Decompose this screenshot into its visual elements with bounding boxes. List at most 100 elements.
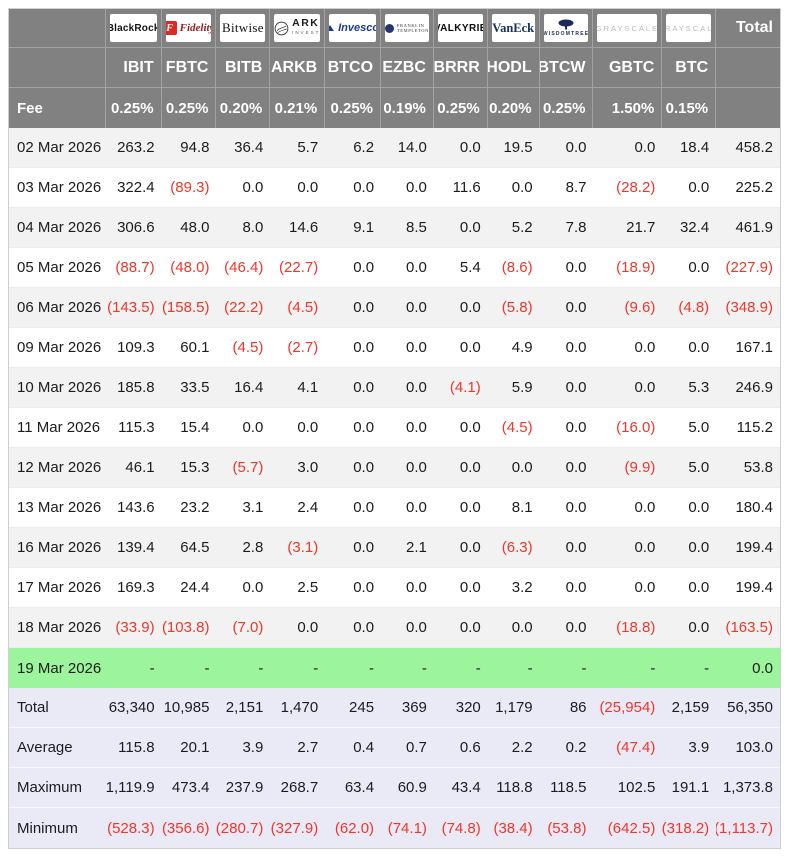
value-cell: 0.0 xyxy=(353,539,375,556)
value-cell: 5.3 xyxy=(688,379,710,396)
franklin-bust-icon xyxy=(385,23,394,33)
summary-row-total: Total 63,340 10,985 2,151 1,470 245 369 320 1,17… xyxy=(9,688,780,728)
value-cell: (158.5) xyxy=(161,299,210,316)
summary-value-cell: 1,373.8 xyxy=(722,779,773,796)
value-cell: 461.9 xyxy=(735,219,773,236)
value-cell: 8.0 xyxy=(242,219,264,236)
value-cell: - xyxy=(704,659,710,677)
summary-value-cell: 43.4 xyxy=(451,779,481,796)
corner-cell xyxy=(9,9,106,48)
value-cell: 9.1 xyxy=(353,219,375,236)
ticker-cell-fbtc: FBTC xyxy=(161,48,217,88)
value-cell: 0.0 xyxy=(752,659,773,677)
ticker-corner-cell xyxy=(9,48,106,88)
issuer-cell-arkb: ARK INVEST xyxy=(270,9,326,48)
ticker-cell-btc: BTC xyxy=(662,48,717,88)
value-cell: 5.4 xyxy=(459,259,481,276)
issuer-cell-brrr: VALKYRIE xyxy=(433,9,488,48)
value-cell: 5.0 xyxy=(688,419,710,436)
value-cell: (143.5) xyxy=(107,299,155,316)
value-cell: 322.4 xyxy=(117,179,155,196)
ticker-header-row: IBIT FBTC BITB ARKB BTCO EZBC BRRR HODL BTCW GBTC… xyxy=(9,48,780,88)
issuer-cell-ezbc: FRANKLIN TEMPLETON xyxy=(381,9,434,48)
date-row-16-mar-2026: 16 Mar 2026 139.4 64.5 2.8 (3.1) 0.0 2.1 0.0 (6.… xyxy=(9,528,780,568)
fee-header-row: Fee 0.25% 0.25% 0.20% 0.21% 0.25% 0.19% 0.25% 0.… xyxy=(9,88,780,128)
value-cell: 2.1 xyxy=(406,539,427,556)
value-cell: 23.2 xyxy=(180,499,210,516)
ticker-cell-ibit: IBIT xyxy=(105,48,162,88)
value-cell: - xyxy=(527,659,533,677)
value-cell: 0.0 xyxy=(459,619,481,636)
summary-value-cell: 103.0 xyxy=(735,739,773,756)
value-cell: (5.8) xyxy=(501,299,533,316)
invesco-triangle-icon xyxy=(329,25,335,31)
summary-value-cell: 2,159 xyxy=(671,699,710,716)
value-cell: 0.0 xyxy=(459,499,481,516)
value-cell: 225.2 xyxy=(735,179,773,196)
fidelity-logo: F Fidelity xyxy=(165,14,212,42)
value-cell: 0.0 xyxy=(565,379,587,396)
summary-value-cell: 473.4 xyxy=(171,779,210,796)
value-cell: (8.6) xyxy=(501,259,533,276)
value-cell: (2.7) xyxy=(287,339,319,356)
date-cell: 18 Mar 2026 xyxy=(17,619,102,636)
value-cell: 0.0 xyxy=(459,419,481,436)
value-cell: - xyxy=(369,659,375,677)
value-cell: 5.7 xyxy=(297,139,319,156)
date-row-11-mar-2026: 11 Mar 2026 115.3 15.4 0.0 0.0 0.0 0.0 0.0 (4.5)… xyxy=(9,408,780,448)
value-cell: 0.0 xyxy=(297,419,319,436)
fee-label-cell: Fee xyxy=(9,88,106,128)
value-cell: - xyxy=(313,659,319,677)
value-cell: 5.9 xyxy=(511,379,533,396)
wisdomtree-tree-icon xyxy=(558,19,574,29)
value-cell: (9.6) xyxy=(624,299,656,316)
value-cell: (103.8) xyxy=(161,619,210,636)
value-cell: 0.0 xyxy=(634,379,656,396)
invesco-logo: Invesco xyxy=(329,14,377,42)
bitwise-logo: Bitwise xyxy=(220,14,266,42)
issuer-cell-hodl: VanEck xyxy=(487,9,540,48)
value-cell: 2.4 xyxy=(297,499,319,516)
ark-logo: ARK INVEST xyxy=(274,14,321,42)
ticker-cell-brrr: BRRR xyxy=(433,48,488,88)
issuer-cell-ibit: BlackRock xyxy=(105,9,162,48)
fee-cell-gbtc: 1.50% xyxy=(593,88,663,128)
value-cell: (163.5) xyxy=(725,619,773,636)
ticker-cell-bitb: BITB xyxy=(216,48,271,88)
value-cell: 0.0 xyxy=(406,459,427,476)
value-cell: 2.8 xyxy=(242,539,264,556)
value-cell: (348.9) xyxy=(725,299,773,316)
issuer-cell-btc: GRAYSCALE xyxy=(662,9,717,48)
summary-value-cell: 20.1 xyxy=(180,739,210,756)
value-cell: (4.5) xyxy=(232,339,264,356)
value-cell: 5.2 xyxy=(511,219,533,236)
value-cell: 0.0 xyxy=(459,339,481,356)
value-cell: 3.2 xyxy=(511,579,533,596)
value-cell: 0.0 xyxy=(406,259,427,276)
value-cell: (48.0) xyxy=(170,259,210,276)
ticker-cell-ezbc: EZBC xyxy=(381,48,434,88)
value-cell: 0.0 xyxy=(242,179,264,196)
date-cell: 09 Mar 2026 xyxy=(17,339,102,356)
fee-cell-arkb: 0.21% xyxy=(270,88,326,128)
value-cell: 64.5 xyxy=(180,539,210,556)
value-cell: (7.0) xyxy=(232,619,264,636)
value-cell: 0.0 xyxy=(634,139,656,156)
franklin-logo: FRANKLIN TEMPLETON xyxy=(385,14,429,42)
summary-value-cell: (528.3) xyxy=(107,819,155,837)
date-row-13-mar-2026: 13 Mar 2026 143.6 23.2 3.1 2.4 0.0 0.0 0.0 8.1 0.… xyxy=(9,488,780,528)
value-cell: 4.1 xyxy=(297,379,319,396)
value-cell: 0.0 xyxy=(406,179,427,196)
value-cell: 0.0 xyxy=(565,619,587,636)
value-cell: 8.7 xyxy=(565,179,587,196)
value-cell: 94.8 xyxy=(180,139,210,156)
ticker-cell-hodl: HODL xyxy=(487,48,540,88)
value-cell: - xyxy=(204,659,210,677)
wisdomtree-logo: WISDOMTREE xyxy=(543,14,589,42)
summary-value-cell: 245 xyxy=(349,699,375,716)
value-cell: 0.0 xyxy=(634,539,656,556)
valkyrie-logo: VALKYRIE xyxy=(437,14,483,42)
value-cell: 167.1 xyxy=(735,339,773,356)
ticker-cell-btcw: BTCW xyxy=(539,48,594,88)
ticker-cell-btco: BTCO xyxy=(325,48,382,88)
